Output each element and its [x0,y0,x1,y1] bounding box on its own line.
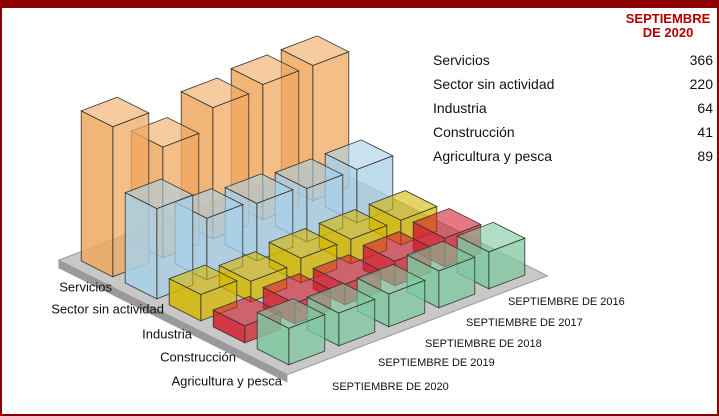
bar-top [256,298,326,329]
bar-top [456,221,526,253]
legend-row: Sector sin actividad 220 [433,72,713,96]
legend-row: Industria 64 [433,96,713,120]
legend-value: 220 [689,76,713,92]
bar [406,240,476,309]
legend-label: Industria [433,100,487,116]
legend-value: 366 [689,52,713,68]
bar-top [412,208,482,239]
bar-top [224,173,294,204]
legend-label: Sector sin actividad [433,76,555,92]
bar-top [356,263,426,295]
bar-top [80,96,150,128]
legend-label: Servicios [433,52,490,68]
legend: SEPTIEMBRE DE 2020 Servicios 366 Sector si… [433,12,713,168]
chart: Servicios Sector sin actividad Industria Co… [51,35,625,393]
floor-side [58,260,288,383]
bar-top [274,158,344,189]
bar-top [268,228,338,259]
bar [218,251,288,303]
year-label: SEPTIEMBRE DE 2016 [508,296,625,308]
bar-top [324,139,394,170]
legend-value: 41 [697,124,713,140]
sector-label: Sector sin actividad [51,301,164,316]
bar [256,298,326,366]
bar-top [230,54,300,85]
year-label: SEPTIEMBRE DE 2019 [378,357,495,369]
bar [306,282,376,347]
legend-value: 89 [697,148,713,164]
sector-label: Industria [142,326,193,341]
bar-top [124,178,194,210]
bar [168,264,238,322]
sector-label: Agricultura y pesca [171,373,282,388]
bar-top [406,240,476,272]
legend-row: Servicios 366 [433,48,713,72]
bar-face [124,192,158,300]
legend-row: Construcción 41 [433,120,713,144]
year-label: SEPTIEMBRE DE 2018 [425,338,542,350]
bar [268,228,338,284]
bar-top [180,77,250,109]
bar-top [318,209,388,240]
sector-label: Servicios [59,279,112,294]
bar-top [280,35,350,66]
legend-value: 64 [697,100,713,116]
bar-top [368,190,438,221]
bar-top [218,251,288,282]
sector-label: Construcción [160,349,236,364]
legend-row: Agricultura y pesca 89 [433,144,713,168]
legend-rows: Servicios 366 Sector sin actividad 220 Indus… [433,48,713,168]
bar-top [168,264,238,295]
legend-label: Agricultura y pesca [433,148,553,164]
bar-face [80,110,114,278]
year-label: SEPTIEMBRE DE 2020 [332,381,449,393]
year-label: SEPTIEMBRE DE 2017 [466,317,583,329]
legend-header: SEPTIEMBRE DE 2020 [625,11,711,40]
legend-label: Construcción [433,124,515,140]
bar-top [306,282,376,314]
